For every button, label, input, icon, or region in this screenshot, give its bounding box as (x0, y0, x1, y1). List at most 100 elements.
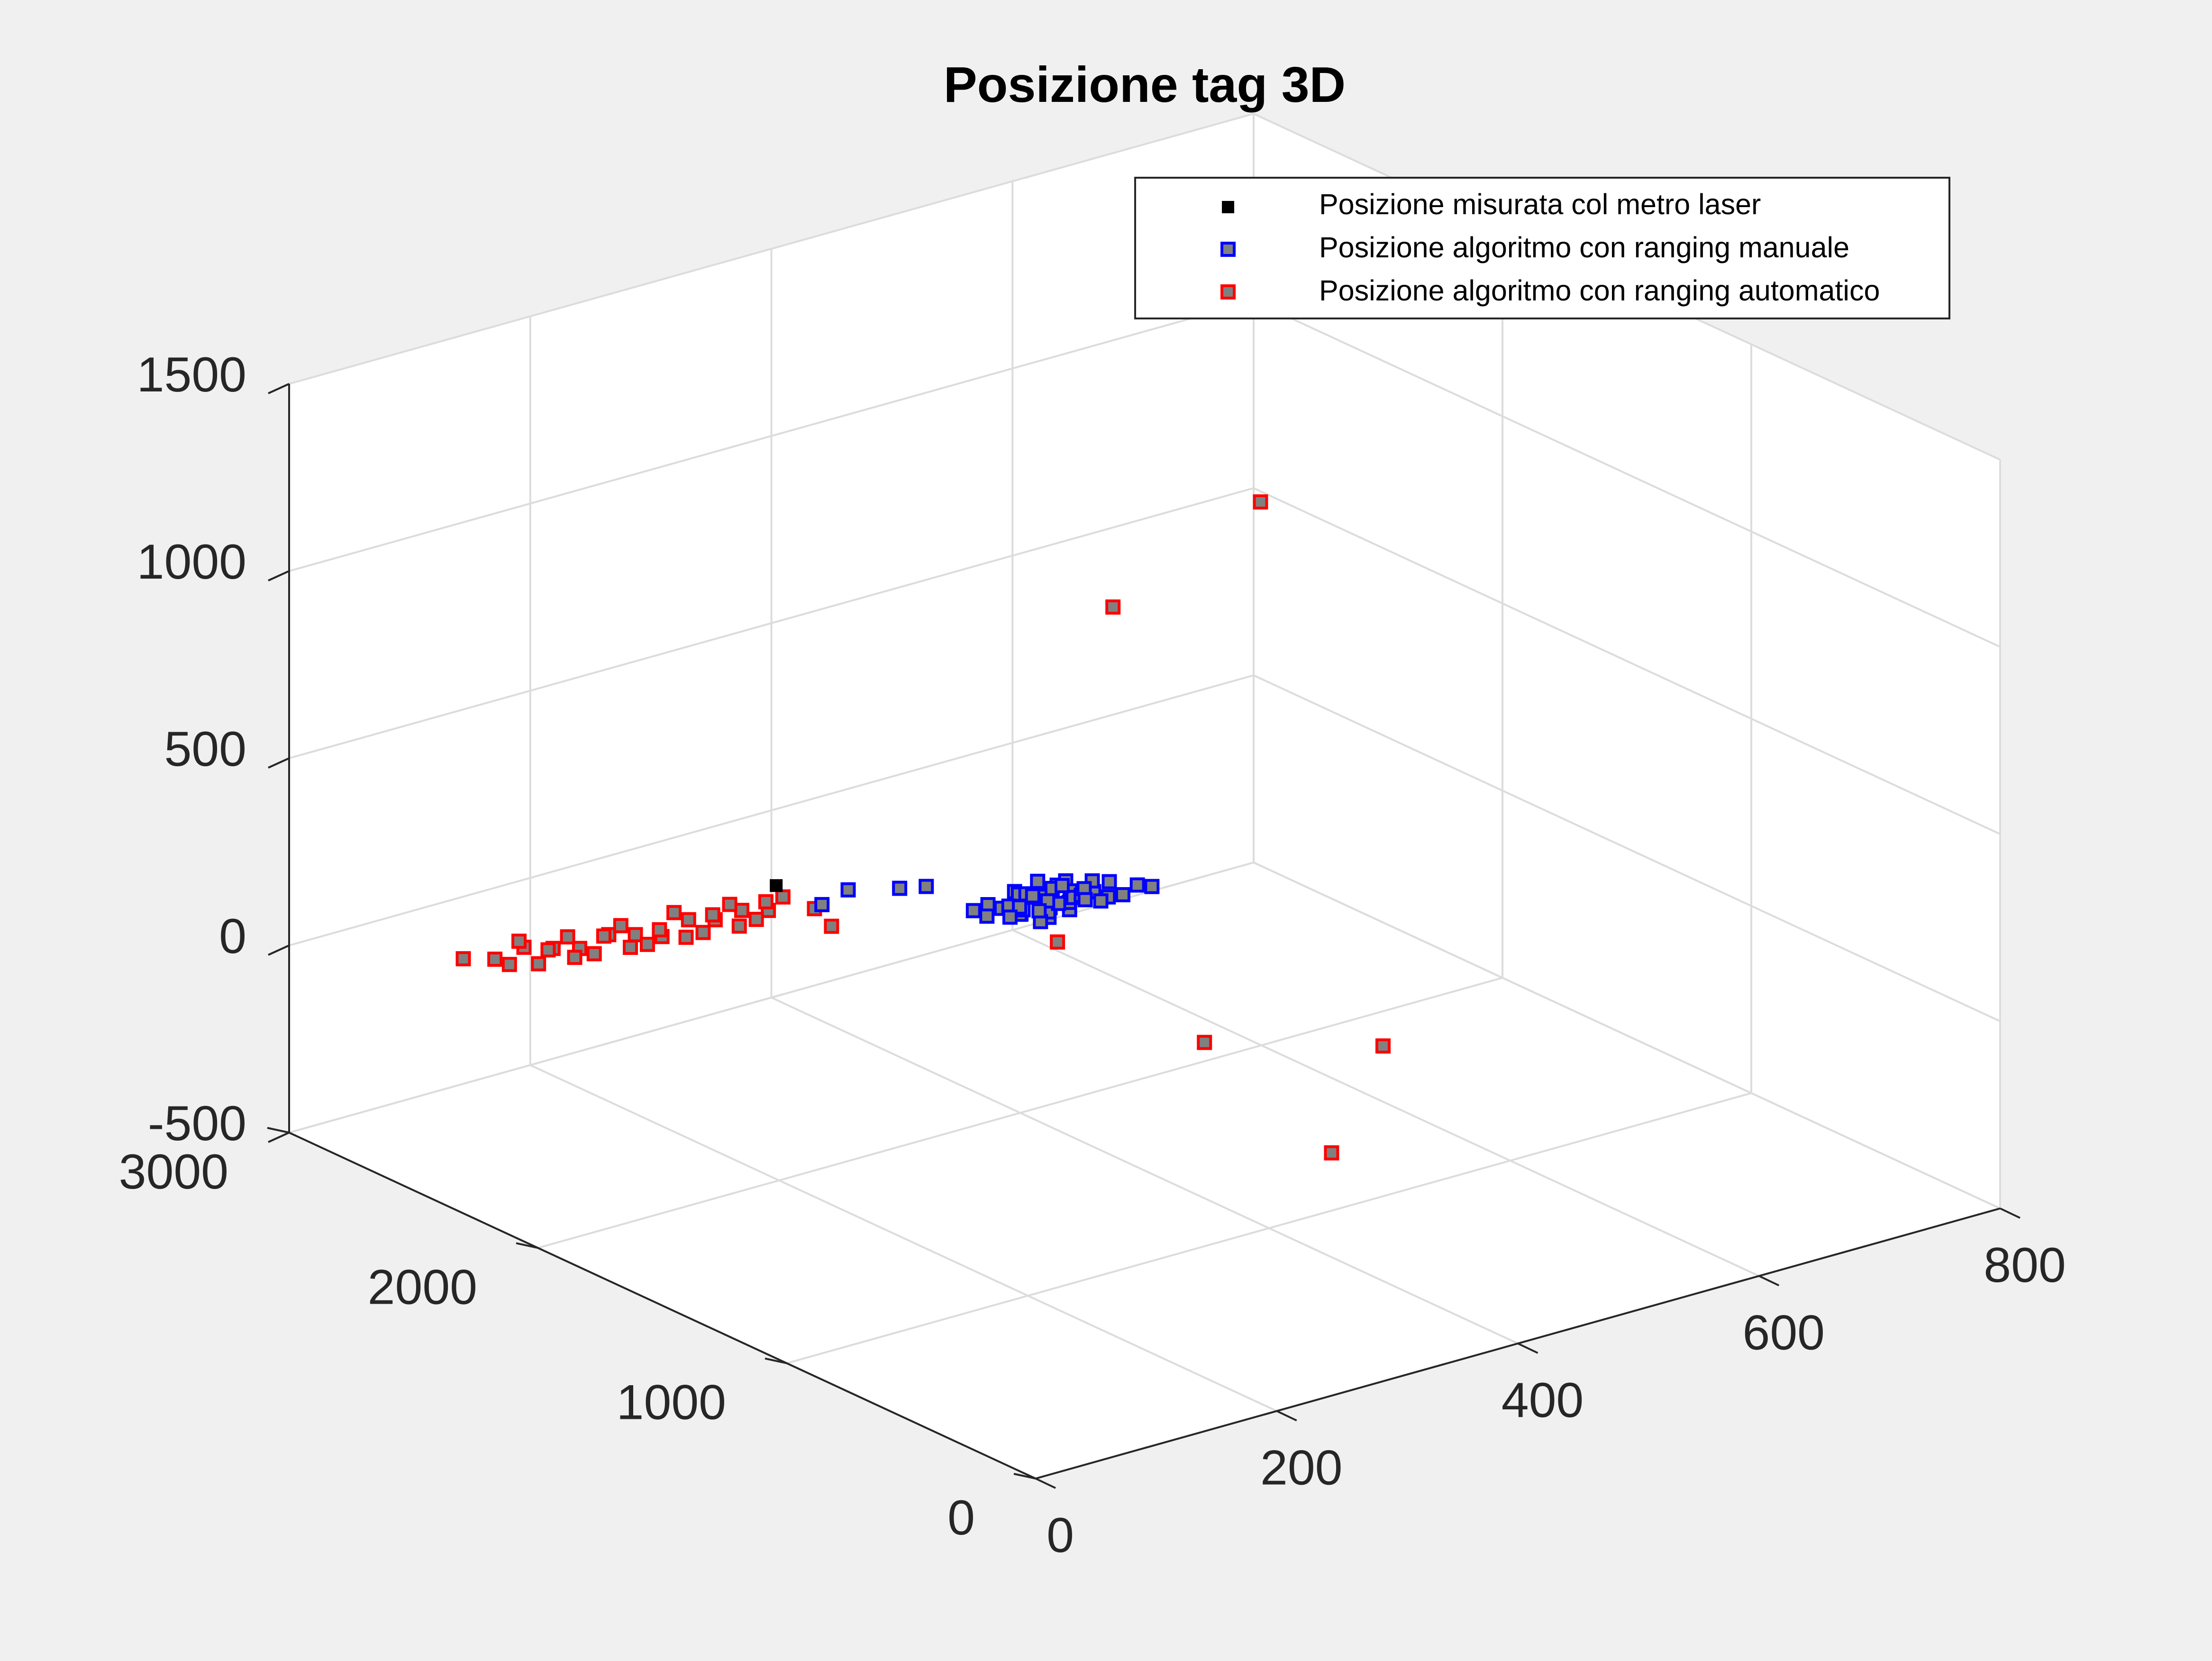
z-tick-mark (268, 757, 290, 769)
legend-marker-measured (1222, 201, 1234, 213)
tick-labels: 0 200 400 600 800 0 1000 2000 3000-500 0 500 1000 15… (119, 347, 2066, 1563)
point-manual (892, 880, 908, 896)
point-auto (824, 918, 839, 934)
point-auto (722, 897, 737, 912)
grid-line-x-floor (1012, 929, 1760, 1277)
chart-title: Posizione tag 3D (944, 57, 1346, 113)
point-manual (1054, 878, 1070, 893)
legend-label-manual: Posizione algoritmo con ranging manuale (1319, 231, 1849, 263)
point-auto (560, 929, 575, 944)
point-manual (919, 879, 934, 894)
z-tick-mark (268, 944, 290, 956)
point-manual (1002, 909, 1018, 925)
point-auto (455, 951, 471, 967)
legend-box (1134, 177, 1950, 319)
x-tick-mark (1035, 1478, 1056, 1489)
grid-line-z-back (289, 300, 1254, 572)
point-auto (1050, 934, 1065, 950)
point-auto (511, 934, 527, 949)
grid-line-z-side (1253, 300, 2001, 648)
grid-line-x-floor (771, 997, 1519, 1344)
x-tick-mark (1517, 1343, 1538, 1354)
point-manual (1093, 893, 1109, 909)
point-auto (639, 936, 655, 952)
point-manual (840, 882, 856, 898)
point-auto (731, 918, 747, 934)
data-points (455, 494, 1391, 1161)
point-auto (540, 942, 556, 958)
grid-line-z-side (1253, 674, 2001, 1022)
y-tick-label: 0 (947, 1490, 975, 1545)
z-tick-label: 1000 (137, 535, 246, 590)
point-auto (1197, 1035, 1212, 1050)
z-tick-label: 500 (164, 722, 246, 777)
grid-line-y-floor (537, 977, 1503, 1249)
point-auto (1105, 599, 1121, 615)
point-auto (623, 940, 638, 955)
point-manual (1129, 877, 1145, 893)
legend-label-auto: Posizione algoritmo con ranging automati… (1319, 274, 1880, 307)
grid-line-z-side (1253, 862, 2001, 1209)
point-auto (695, 925, 711, 940)
point-manual (1077, 892, 1093, 908)
point-auto (628, 927, 643, 943)
z-tick-mark (268, 570, 290, 581)
point-measured (770, 879, 783, 892)
point-auto (613, 918, 628, 934)
legend-marker-manual (1220, 242, 1236, 257)
legend-label-measured: Posizione misurata col metro laser (1319, 188, 1761, 220)
point-auto (681, 912, 696, 927)
grid-line-x-floor (529, 1064, 1277, 1412)
point-auto (652, 922, 667, 937)
y-tick-label: 3000 (119, 1144, 228, 1199)
point-auto (596, 928, 611, 944)
point-auto (775, 889, 791, 905)
x-tick-mark (2000, 1207, 2021, 1219)
grid-line-z-back (289, 862, 1254, 1134)
point-auto (487, 952, 503, 967)
z-tick-label: -500 (148, 1096, 246, 1151)
grid-line-y-floor (786, 1092, 1752, 1364)
grid-line-z-back (289, 113, 1254, 385)
x-tick-mark (1758, 1275, 1780, 1287)
x-tick-label: 600 (1742, 1306, 1825, 1361)
point-auto (1253, 494, 1268, 510)
point-auto (501, 957, 517, 972)
z-tick-mark (268, 1132, 290, 1143)
x-tick-label: 0 (1047, 1508, 1074, 1563)
y-tick-label: 1000 (617, 1375, 726, 1430)
point-auto (748, 912, 764, 927)
x-tick-label: 800 (1984, 1238, 2066, 1293)
point-manual (1030, 873, 1046, 889)
point-auto (734, 903, 749, 918)
point-manual (1031, 903, 1047, 918)
x-tick-label: 200 (1260, 1441, 1343, 1496)
z-tick-label: 0 (219, 909, 246, 964)
point-manual (1144, 879, 1160, 894)
point-manual (965, 903, 981, 918)
point-auto (586, 946, 602, 962)
y-tick-label: 2000 (368, 1260, 477, 1315)
y-tick-mark (765, 1357, 787, 1364)
point-auto (666, 905, 682, 920)
point-auto (705, 907, 720, 923)
x-tick-label: 400 (1502, 1373, 1584, 1428)
y-tick-mark (267, 1127, 290, 1134)
point-manual (1025, 888, 1040, 904)
point-manual (979, 908, 995, 924)
y-axis-line (289, 1132, 1036, 1479)
axis-lines (267, 383, 2021, 1489)
legend[interactable]: Posizione misurata col metro laser Posiz… (1134, 177, 1950, 319)
point-manual (1101, 874, 1117, 889)
point-auto (758, 894, 774, 909)
legend-marker-auto (1220, 284, 1236, 300)
point-manual (814, 897, 830, 912)
point-auto (567, 950, 583, 965)
point-auto (1324, 1145, 1339, 1161)
z-tick-label: 1500 (137, 347, 246, 402)
grid-line-z-side (1253, 487, 2001, 835)
grid-line-z-back (289, 487, 1254, 759)
z-tick-mark (268, 383, 290, 394)
